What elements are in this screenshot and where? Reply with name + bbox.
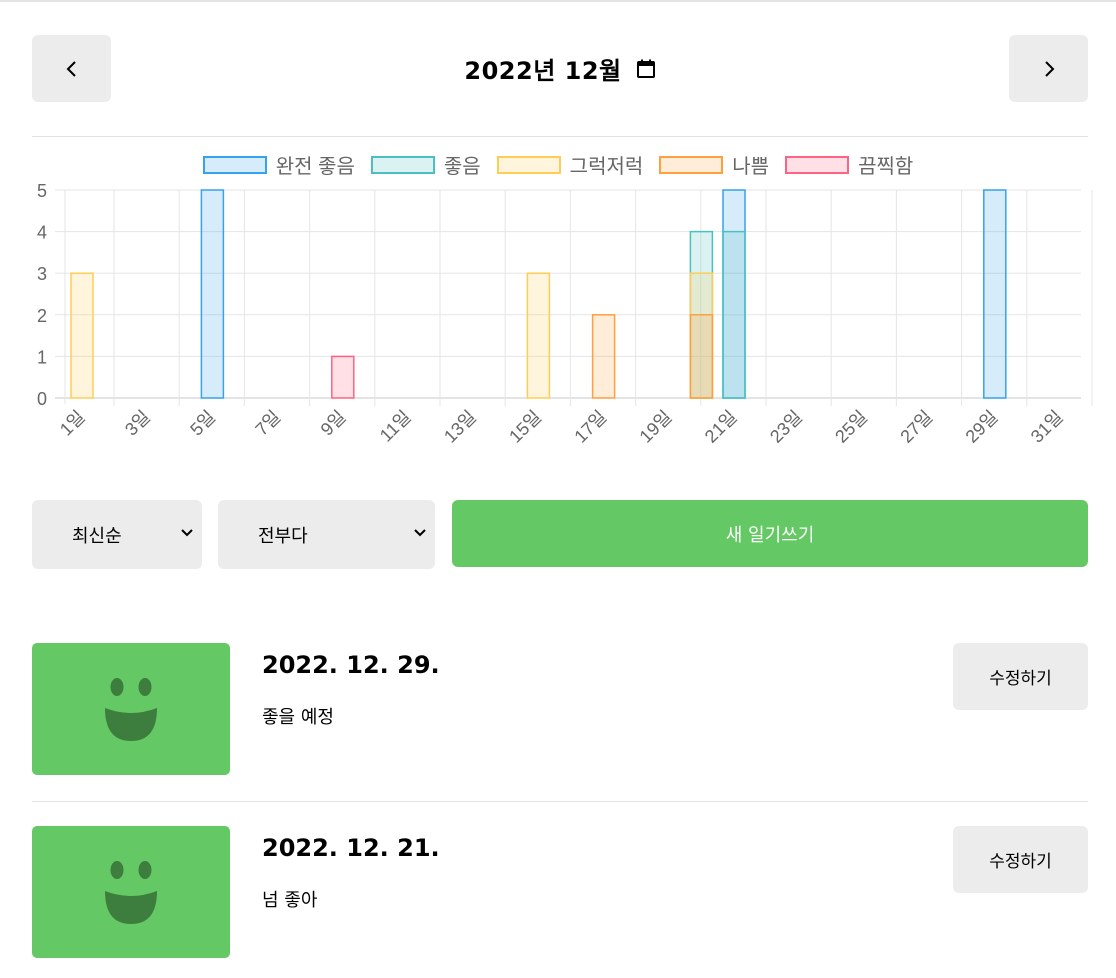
edit-button[interactable]: 수정하기 — [953, 826, 1088, 893]
sort-select-value: 최신순 — [72, 525, 122, 547]
x-tick-label: 31일 — [1027, 407, 1067, 447]
chart-bar[interactable] — [689, 314, 714, 399]
edit-button[interactable]: 수정하기 — [953, 643, 1088, 710]
y-tick-label: 2 — [37, 306, 47, 326]
legend-item[interactable]: 나쁨 — [659, 150, 769, 179]
x-tick-label: 21일 — [701, 407, 741, 447]
new-diary-button[interactable]: 새 일기쓰기 — [452, 500, 1088, 567]
chart-canvas: 0 1 2 3 4 5 1일 3일 5일 7일 9일 11일 13일 15일 17일 19일 21일 23일 25일… — [37, 181, 1093, 447]
legend-item[interactable]: 그럭저럭 — [496, 150, 644, 179]
diary-item: 2022. 12. 21. 넘 좋아 수정하기 — [32, 826, 1088, 958]
filter-select[interactable]: 전부다 — [218, 500, 435, 569]
smile-face-icon — [105, 678, 157, 741]
legend-label: 좋음 — [443, 156, 481, 178]
x-tick-label: 29일 — [962, 407, 1002, 447]
chart-legend: 완전 좋음 좋음 그럭저럭 나쁨 끔찍함 — [0, 150, 1116, 179]
emotion-thumbnail[interactable] — [32, 826, 230, 958]
y-tick-label: 4 — [37, 223, 47, 243]
y-tick-label: 3 — [37, 264, 47, 284]
legend-label: 끔찍함 — [858, 156, 914, 178]
y-tick-label: 0 — [37, 389, 47, 409]
legend-item[interactable]: 완전 좋음 — [202, 150, 355, 179]
legend-label: 나쁨 — [732, 156, 770, 178]
chart-bar[interactable] — [983, 189, 1007, 399]
chart-bar[interactable] — [70, 272, 94, 399]
header-divider — [32, 136, 1088, 137]
diary-content[interactable]: 넘 좋아 — [262, 890, 318, 911]
legend-swatch — [496, 155, 561, 174]
x-tick-label: 3일 — [121, 407, 154, 440]
legend-label: 완전 좋음 — [275, 156, 355, 178]
sort-select[interactable]: 최신순 — [32, 500, 202, 569]
diary-date[interactable]: 2022. 12. 29. — [262, 651, 440, 679]
chart-bar[interactable] — [526, 272, 551, 399]
x-tick-label: 23일 — [766, 407, 806, 447]
chevron-left-icon — [66, 60, 76, 77]
legend-swatch — [202, 155, 267, 174]
month-header: 2022년 12월 — [32, 35, 1088, 102]
filter-select-value: 전부다 — [258, 525, 308, 547]
x-tick-label: 15일 — [505, 407, 545, 447]
prev-month-button[interactable] — [32, 35, 111, 102]
x-tick-label: 27일 — [896, 407, 936, 447]
legend-item[interactable]: 끔찍함 — [785, 150, 913, 179]
chevron-down-icon — [414, 529, 426, 537]
chart-bar[interactable] — [591, 314, 616, 399]
emotion-chart: 완전 좋음 좋음 그럭저럭 나쁨 끔찍함 0 1 2 3 4 5 1일 3일 5일 7일 9일 11일 13일 1… — [0, 140, 1116, 470]
diary-item: 2022. 12. 29. 좋을 예정 수정하기 — [32, 643, 1088, 775]
next-month-button[interactable] — [1009, 35, 1088, 102]
diary-content[interactable]: 좋을 예정 — [262, 707, 334, 728]
chart-bar[interactable] — [200, 189, 225, 399]
chevron-right-icon — [1044, 60, 1054, 77]
emotion-thumbnail[interactable] — [32, 643, 230, 775]
x-tick-label: 25일 — [831, 407, 871, 447]
month-title: 2022년 12월 — [464, 57, 622, 85]
legend-swatch — [659, 155, 724, 174]
calendar-icon[interactable] — [636, 59, 656, 79]
x-tick-label: 1일 — [56, 407, 89, 440]
x-tick-label: 13일 — [440, 407, 480, 447]
x-tick-label: 19일 — [636, 407, 676, 447]
chart-bar[interactable] — [331, 355, 355, 399]
smile-face-icon — [105, 861, 157, 924]
x-tick-label: 9일 — [317, 407, 350, 440]
legend-label: 그럭저럭 — [569, 156, 644, 178]
chart-bar[interactable] — [722, 230, 746, 399]
x-tick-label: 11일 — [376, 407, 415, 446]
chevron-down-icon — [181, 529, 193, 537]
x-tick-label: 5일 — [186, 407, 219, 440]
diary-date[interactable]: 2022. 12. 21. — [262, 834, 440, 862]
x-tick-label: 7일 — [251, 407, 284, 440]
list-divider — [32, 801, 1088, 802]
legend-item[interactable]: 좋음 — [370, 150, 481, 179]
legend-swatch — [785, 155, 850, 174]
month-title-group: 2022년 12월 — [32, 35, 1088, 102]
y-tick-label: 5 — [37, 181, 47, 201]
legend-swatch — [370, 155, 435, 174]
y-tick-label: 1 — [37, 347, 47, 367]
x-tick-label: 17일 — [570, 407, 610, 447]
diary-controls: 최신순 전부다 새 일기쓰기 — [32, 500, 1088, 569]
